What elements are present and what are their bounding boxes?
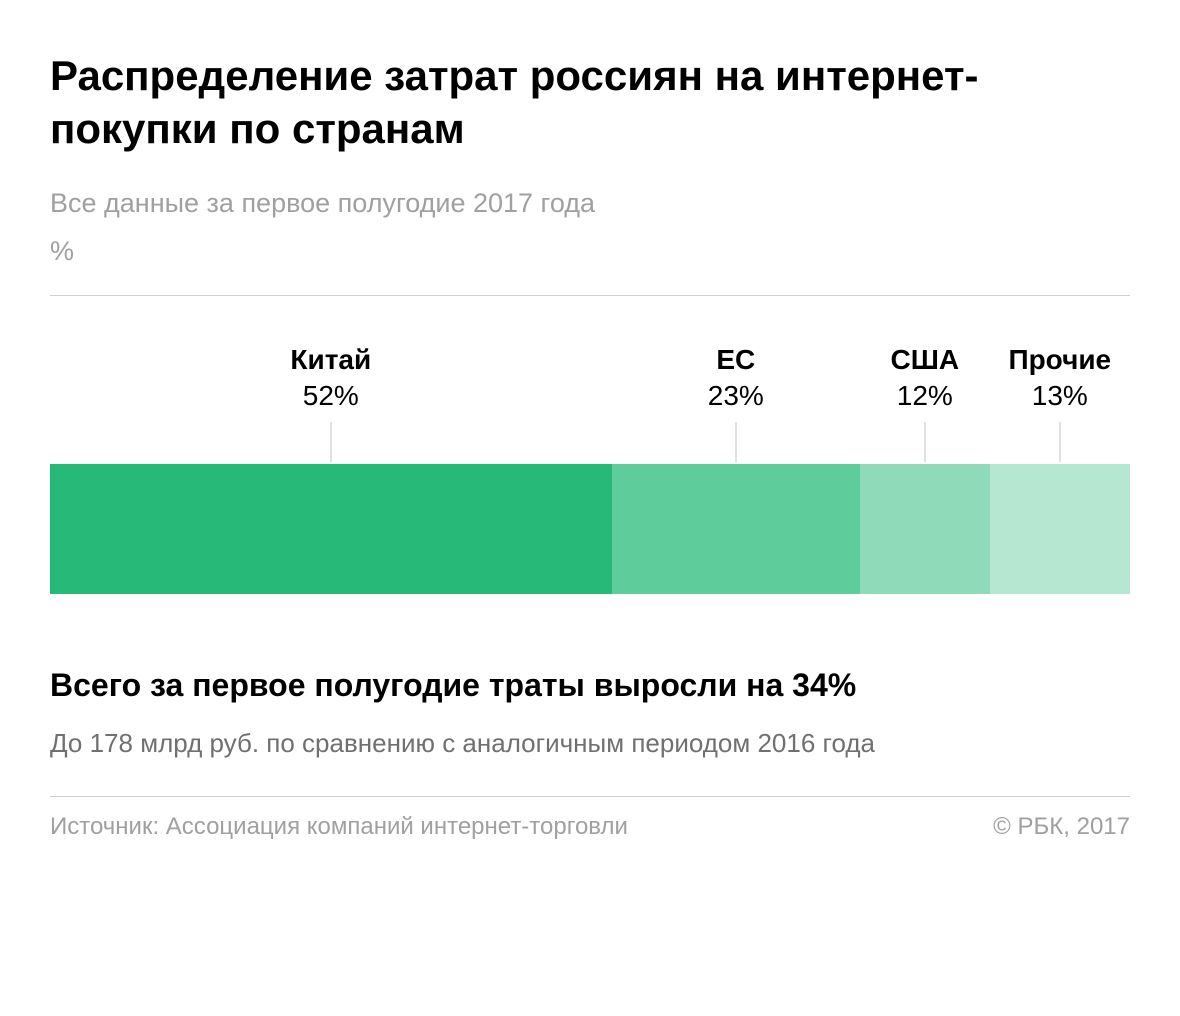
- chart-subtitle: Все данные за первое полугодие 2017 года: [50, 183, 1130, 224]
- segment-label: Прочие 13%: [1008, 344, 1111, 412]
- connector-line: [924, 422, 925, 462]
- segment-value: 52%: [290, 380, 371, 412]
- stacked-bar: [50, 464, 1130, 594]
- segment-label: ЕС 23%: [708, 344, 764, 412]
- copyright-text: © РБК, 2017: [993, 813, 1130, 841]
- footer: Источник: Ассоциация компаний интернет-т…: [50, 797, 1130, 841]
- segment-name: США: [891, 344, 960, 376]
- summary-detail: До 178 млрд руб. по сравнению с аналогич…: [50, 725, 1130, 763]
- chart-unit: %: [50, 236, 1130, 267]
- stacked-bar-chart: Китай 52% ЕС 23% США 12% Прочие 13%: [50, 344, 1130, 594]
- segment-labels-row: Китай 52% ЕС 23% США 12% Прочие 13%: [50, 344, 1130, 464]
- bar-segment: [50, 464, 612, 594]
- summary-block: Всего за первое полугодие траты выросли …: [50, 664, 1130, 763]
- segment-label: Китай 52%: [290, 344, 371, 412]
- connector-line: [735, 422, 736, 462]
- connector-line: [1059, 422, 1060, 462]
- segment-label: США 12%: [891, 344, 960, 412]
- bar-segment: [990, 464, 1130, 594]
- chart-title: Распределение затрат россиян на интернет…: [50, 50, 1130, 155]
- segment-value: 12%: [891, 380, 960, 412]
- bar-segment: [860, 464, 990, 594]
- segment-value: 13%: [1008, 380, 1111, 412]
- segment-value: 23%: [708, 380, 764, 412]
- segment-name: Китай: [290, 344, 371, 376]
- summary-heading: Всего за первое полугодие траты выросли …: [50, 664, 1130, 707]
- segment-name: Прочие: [1008, 344, 1111, 376]
- bar-segment: [612, 464, 860, 594]
- source-text: Источник: Ассоциация компаний интернет-т…: [50, 813, 628, 841]
- connector-line: [330, 422, 331, 462]
- divider-top: [50, 295, 1130, 296]
- segment-name: ЕС: [708, 344, 764, 376]
